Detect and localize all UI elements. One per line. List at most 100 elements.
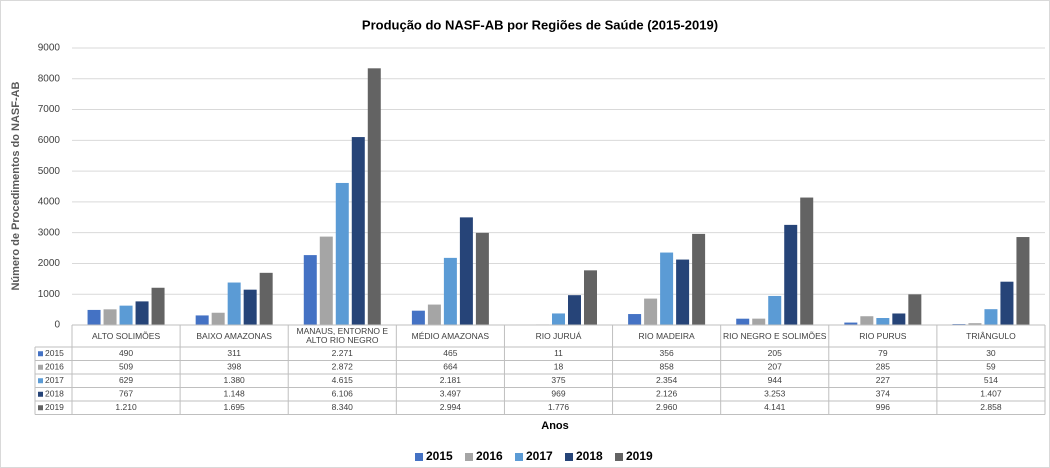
bar	[876, 318, 890, 325]
table-legend-key	[38, 391, 43, 397]
bar	[411, 310, 425, 325]
bar	[443, 257, 457, 325]
bar	[552, 313, 565, 325]
category-label-box: RIO NEGRO E SOLIMÕES	[722, 330, 827, 341]
category-label-box: RIO PURUS	[859, 330, 907, 341]
bar	[676, 259, 690, 325]
table-series-name: 2019	[45, 402, 64, 412]
category-label: BAIXO AMAZONAS	[196, 330, 272, 341]
data-label: 30	[986, 348, 996, 358]
bar	[892, 313, 906, 325]
bar	[1000, 281, 1014, 325]
bar	[984, 309, 998, 325]
data-label: 79	[878, 348, 888, 358]
category-label: RIO NEGRO E SOLIMÕES	[722, 330, 827, 341]
data-label: 205	[768, 348, 782, 358]
data-label: 490	[119, 348, 133, 358]
bar	[800, 197, 814, 325]
bar	[151, 287, 165, 325]
data-label: 375	[551, 375, 565, 385]
category-label: MÉDIO AMAZONAS	[411, 330, 490, 341]
data-label: 629	[119, 375, 133, 385]
bar	[319, 236, 333, 325]
bar	[87, 309, 101, 325]
bar	[475, 232, 489, 325]
category-label: RIO PURUS	[859, 330, 907, 341]
bar	[968, 323, 982, 325]
bar	[660, 252, 674, 325]
data-label: 2.271	[332, 348, 354, 358]
y-tick-label: 5000	[38, 166, 61, 177]
category-label: RIO MADEIRA	[638, 330, 695, 341]
bar	[243, 289, 257, 325]
bar	[351, 137, 365, 325]
data-label: 944	[768, 375, 782, 385]
bar	[736, 318, 750, 325]
bar	[692, 233, 706, 325]
y-axis-title: Número de Procedimentos do NASF-AB	[10, 81, 22, 290]
bar	[784, 224, 798, 325]
y-tick-label: 6000	[38, 135, 61, 146]
bar	[908, 294, 922, 325]
y-tick-label: 8000	[38, 73, 61, 84]
bar	[211, 312, 225, 325]
category-label-box: RIO MADEIRA	[638, 330, 695, 341]
data-label: 6.106	[332, 389, 354, 399]
data-label: 514	[984, 375, 998, 385]
data-label: 509	[119, 362, 133, 372]
bar	[568, 295, 581, 325]
data-label: 465	[443, 348, 457, 358]
bar	[303, 255, 317, 325]
legend-label: 2019	[626, 449, 653, 463]
legend-label: 2017	[526, 449, 553, 463]
data-label: 356	[660, 348, 674, 358]
y-tick-label: 7000	[38, 104, 61, 115]
y-tick-label: 9000	[38, 43, 61, 54]
data-label: 8.340	[332, 402, 354, 412]
bar	[860, 316, 874, 325]
category-label-box: MÉDIO AMAZONAS	[411, 330, 490, 341]
category-label-box: BAIXO AMAZONAS	[196, 330, 272, 341]
data-label: 285	[876, 362, 890, 372]
data-label: 1.148	[224, 389, 246, 399]
bar	[135, 301, 149, 325]
table-series-name: 2018	[45, 389, 64, 399]
data-label: 858	[660, 362, 674, 372]
bar	[584, 270, 597, 325]
x-axis-title: Anos	[541, 420, 569, 432]
data-label: 996	[876, 402, 890, 412]
data-label: 767	[119, 389, 133, 399]
bar	[335, 182, 349, 325]
bar	[644, 298, 658, 325]
data-label: 398	[227, 362, 241, 372]
bar	[628, 314, 642, 325]
data-label: 2.181	[440, 375, 462, 385]
category-label: TRIÂNGULO	[966, 330, 1016, 341]
data-label: 227	[876, 375, 890, 385]
legend-key	[415, 453, 423, 461]
data-label: 207	[768, 362, 782, 372]
category-label: MANAUS, ENTORNO E ALTO RIO NEGRO	[296, 326, 388, 345]
data-label: 2.126	[656, 389, 678, 399]
bar	[1016, 237, 1030, 325]
data-label: 374	[876, 389, 890, 399]
table-legend-key	[38, 378, 43, 384]
table-legend-key	[38, 405, 43, 411]
bar	[119, 305, 133, 325]
legend-key	[465, 453, 473, 461]
category-label: ALTO SOLIMÕES	[91, 330, 161, 341]
data-label: 4.615	[332, 375, 354, 385]
data-label: 1.407	[980, 389, 1002, 399]
table-legend-key	[38, 364, 43, 370]
data-label: 2.858	[980, 402, 1002, 412]
bar	[427, 304, 441, 325]
data-label: 664	[443, 362, 457, 372]
bar	[227, 282, 241, 325]
bar	[367, 68, 381, 326]
y-tick-label: 0	[54, 320, 60, 331]
category-label: RIO JURUÁ	[535, 330, 582, 341]
table-series-name: 2017	[45, 375, 64, 385]
bar	[103, 309, 117, 325]
legend-key	[515, 453, 523, 461]
